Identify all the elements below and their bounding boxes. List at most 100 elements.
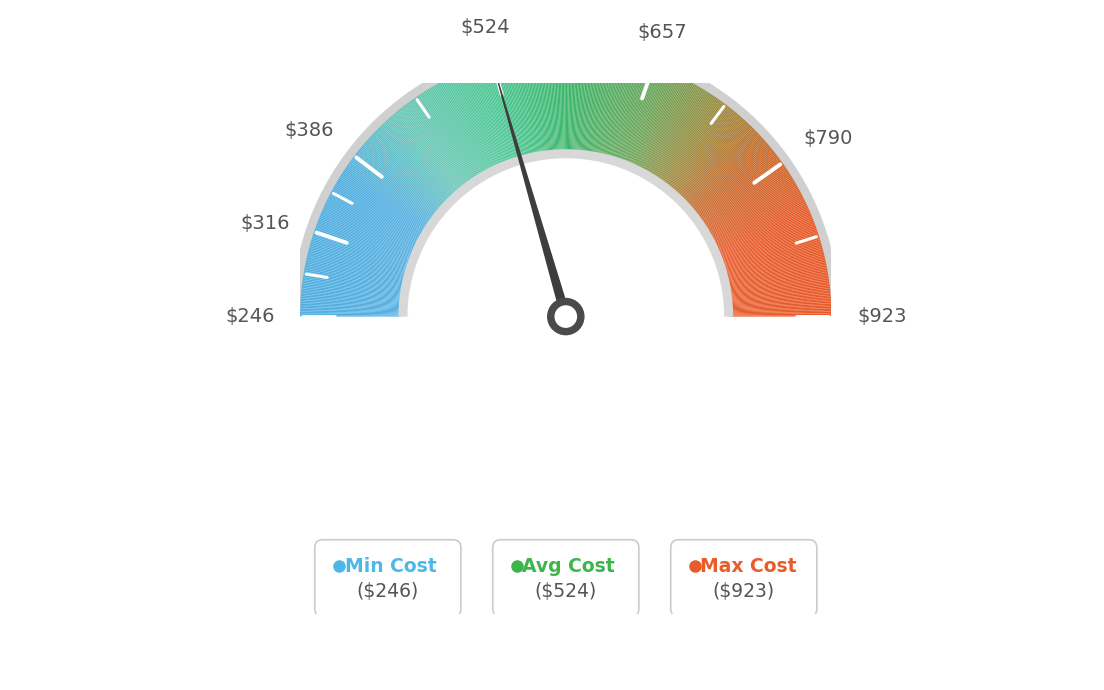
Wedge shape — [544, 52, 553, 152]
Wedge shape — [722, 233, 818, 266]
Wedge shape — [317, 224, 412, 260]
Wedge shape — [668, 109, 733, 188]
Wedge shape — [565, 51, 567, 152]
Wedge shape — [729, 277, 829, 293]
Wedge shape — [477, 66, 512, 161]
Wedge shape — [591, 54, 607, 154]
Wedge shape — [418, 95, 475, 180]
Wedge shape — [305, 264, 404, 285]
Wedge shape — [554, 51, 560, 152]
Wedge shape — [500, 59, 526, 157]
Wedge shape — [436, 83, 487, 172]
Text: $524: $524 — [460, 18, 510, 37]
Wedge shape — [656, 94, 712, 179]
Wedge shape — [730, 302, 831, 308]
Wedge shape — [361, 146, 439, 212]
Wedge shape — [725, 254, 825, 279]
Wedge shape — [712, 196, 804, 243]
Wedge shape — [681, 128, 754, 200]
Wedge shape — [300, 313, 401, 315]
Wedge shape — [631, 72, 672, 166]
Wedge shape — [346, 166, 431, 224]
Wedge shape — [704, 175, 790, 229]
Wedge shape — [700, 163, 784, 222]
Wedge shape — [726, 259, 826, 282]
Wedge shape — [729, 275, 828, 292]
Wedge shape — [708, 183, 796, 235]
Wedge shape — [333, 187, 422, 237]
Wedge shape — [549, 51, 556, 152]
Wedge shape — [728, 268, 827, 288]
Wedge shape — [603, 58, 627, 157]
Wedge shape — [503, 58, 528, 157]
Wedge shape — [689, 141, 766, 208]
Wedge shape — [382, 124, 453, 198]
Wedge shape — [561, 51, 564, 152]
Wedge shape — [618, 65, 652, 161]
Wedge shape — [689, 139, 765, 208]
Wedge shape — [314, 231, 410, 265]
Wedge shape — [404, 105, 467, 186]
Wedge shape — [306, 262, 405, 284]
Wedge shape — [651, 90, 705, 177]
Wedge shape — [465, 70, 505, 164]
Wedge shape — [410, 101, 470, 184]
Wedge shape — [497, 60, 523, 157]
Wedge shape — [325, 204, 417, 248]
Wedge shape — [605, 59, 630, 157]
Wedge shape — [444, 80, 491, 170]
Wedge shape — [635, 75, 679, 168]
Wedge shape — [413, 99, 471, 182]
Wedge shape — [726, 260, 826, 283]
Wedge shape — [339, 177, 426, 231]
Wedge shape — [677, 121, 746, 196]
Wedge shape — [468, 69, 506, 164]
Wedge shape — [389, 117, 457, 194]
Wedge shape — [626, 69, 664, 164]
Wedge shape — [588, 53, 604, 154]
Wedge shape — [332, 188, 422, 238]
Wedge shape — [730, 303, 831, 309]
Wedge shape — [597, 56, 619, 155]
Wedge shape — [317, 222, 412, 259]
Wedge shape — [558, 51, 562, 152]
Wedge shape — [730, 290, 830, 301]
Wedge shape — [301, 290, 402, 301]
Wedge shape — [300, 306, 401, 311]
Wedge shape — [323, 206, 416, 249]
Polygon shape — [498, 81, 570, 318]
Wedge shape — [364, 142, 442, 209]
Wedge shape — [708, 181, 795, 234]
Wedge shape — [393, 114, 459, 192]
Wedge shape — [310, 244, 407, 273]
Wedge shape — [731, 306, 831, 311]
Wedge shape — [473, 67, 509, 162]
Wedge shape — [321, 211, 415, 252]
Wedge shape — [594, 55, 613, 155]
Wedge shape — [369, 137, 444, 206]
Wedge shape — [300, 302, 402, 308]
Wedge shape — [456, 74, 499, 167]
Wedge shape — [688, 139, 764, 207]
Wedge shape — [521, 55, 539, 155]
Wedge shape — [701, 164, 785, 223]
Wedge shape — [683, 131, 757, 202]
Wedge shape — [730, 284, 829, 297]
Wedge shape — [730, 288, 830, 300]
Wedge shape — [638, 78, 683, 169]
Wedge shape — [373, 132, 447, 203]
Wedge shape — [304, 273, 403, 290]
Wedge shape — [667, 107, 730, 187]
Wedge shape — [675, 117, 743, 194]
Wedge shape — [538, 52, 550, 152]
Wedge shape — [482, 64, 514, 160]
Wedge shape — [311, 239, 408, 270]
Wedge shape — [644, 82, 692, 172]
Wedge shape — [681, 126, 753, 199]
Wedge shape — [357, 151, 437, 215]
Wedge shape — [577, 52, 586, 152]
Wedge shape — [666, 106, 729, 186]
Wedge shape — [571, 51, 576, 152]
Wedge shape — [346, 167, 429, 225]
Wedge shape — [705, 176, 792, 230]
